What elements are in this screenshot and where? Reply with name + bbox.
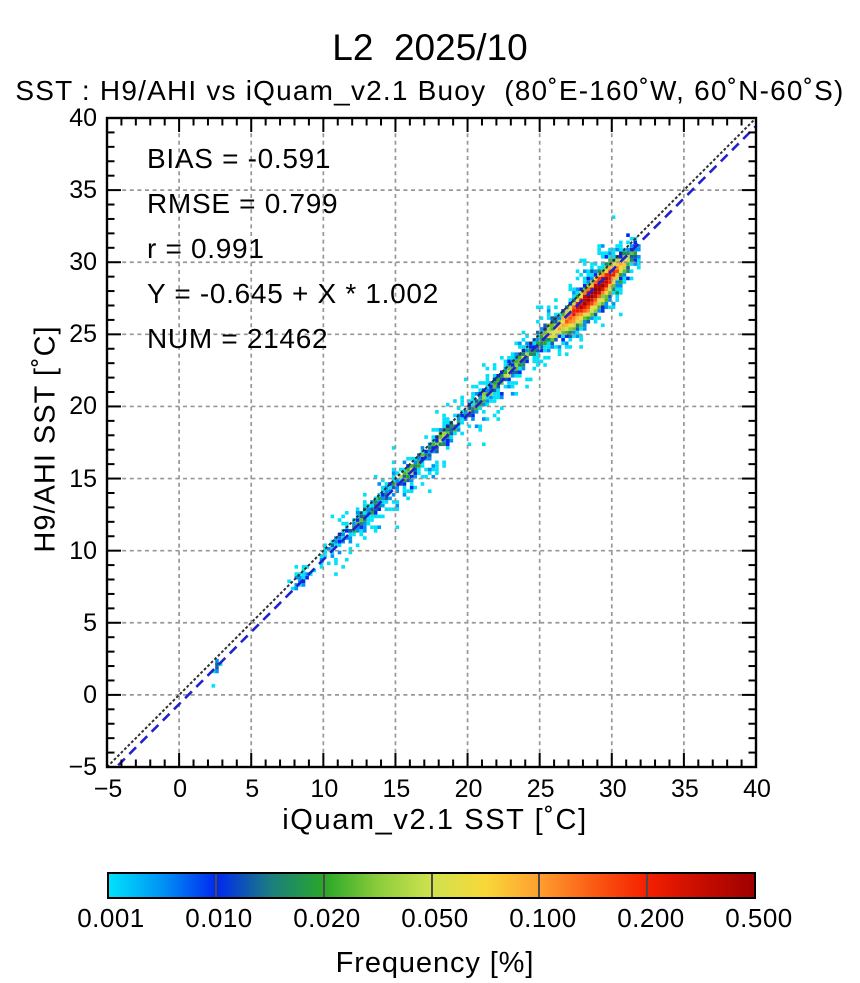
stat-bias: BIAS = -0.591 bbox=[147, 143, 332, 174]
colorbar-tick bbox=[537, 874, 540, 897]
colorbar-tick-label: 0.020 bbox=[293, 903, 361, 933]
stats-block: BIAS = -0.591 RMSE = 0.799 r = 0.991 Y =… bbox=[147, 141, 439, 366]
x-tick-label: −5 bbox=[93, 775, 123, 803]
colorbar-title: Frequency [%] bbox=[335, 947, 535, 979]
y-tick-label: 0 bbox=[83, 680, 97, 709]
y-tick-label: 20 bbox=[69, 392, 97, 421]
y-tick-label: 25 bbox=[69, 320, 97, 349]
x-tick-label: 0 bbox=[173, 775, 188, 803]
x-tick-label: 25 bbox=[526, 775, 555, 803]
x-tick-label: 40 bbox=[743, 775, 771, 803]
x-tick-label: 5 bbox=[245, 775, 260, 803]
y-tick-label: 35 bbox=[69, 176, 97, 205]
y-tick-label: 40 bbox=[69, 104, 97, 132]
stat-fit: Y = -0.645 + X * 1.002 bbox=[147, 278, 439, 309]
colorbar-tick bbox=[645, 874, 648, 897]
y-tick-label: −5 bbox=[68, 753, 97, 781]
colorbar-tick-label: 0.010 bbox=[185, 903, 253, 933]
x-tick-label: 10 bbox=[310, 775, 339, 803]
colorbar-tick bbox=[322, 874, 325, 897]
y-axis-title-text: H9/AHI SST [˚C] bbox=[29, 325, 62, 553]
x-tick-label: 20 bbox=[454, 775, 483, 803]
stat-r: r = 0.991 bbox=[147, 233, 265, 264]
x-axis-title: iQuam_v2.1 SST [˚C] bbox=[282, 804, 588, 836]
stat-rmse: RMSE = 0.799 bbox=[147, 188, 339, 219]
colorbar-tick-label: 0.200 bbox=[617, 903, 685, 933]
x-tick-label: 35 bbox=[670, 775, 699, 803]
colorbar-tick bbox=[430, 874, 433, 897]
colorbar-tick bbox=[215, 874, 218, 897]
colorbar bbox=[107, 872, 756, 899]
y-tick-label: 5 bbox=[83, 608, 97, 637]
y-tick-label: 30 bbox=[69, 248, 97, 277]
x-tick-label: 30 bbox=[598, 775, 627, 803]
colorbar-tick-label: 0.001 bbox=[77, 903, 145, 933]
stat-num: NUM = 21462 bbox=[147, 323, 329, 354]
colorbar-tick-label: 0.100 bbox=[509, 903, 577, 933]
y-tick-label: 10 bbox=[69, 536, 97, 565]
y-tick-label: 15 bbox=[69, 464, 97, 493]
x-tick-label: 15 bbox=[382, 775, 411, 803]
colorbar-tick-label: 0.500 bbox=[725, 903, 793, 933]
colorbar-tick-label: 0.050 bbox=[401, 903, 469, 933]
